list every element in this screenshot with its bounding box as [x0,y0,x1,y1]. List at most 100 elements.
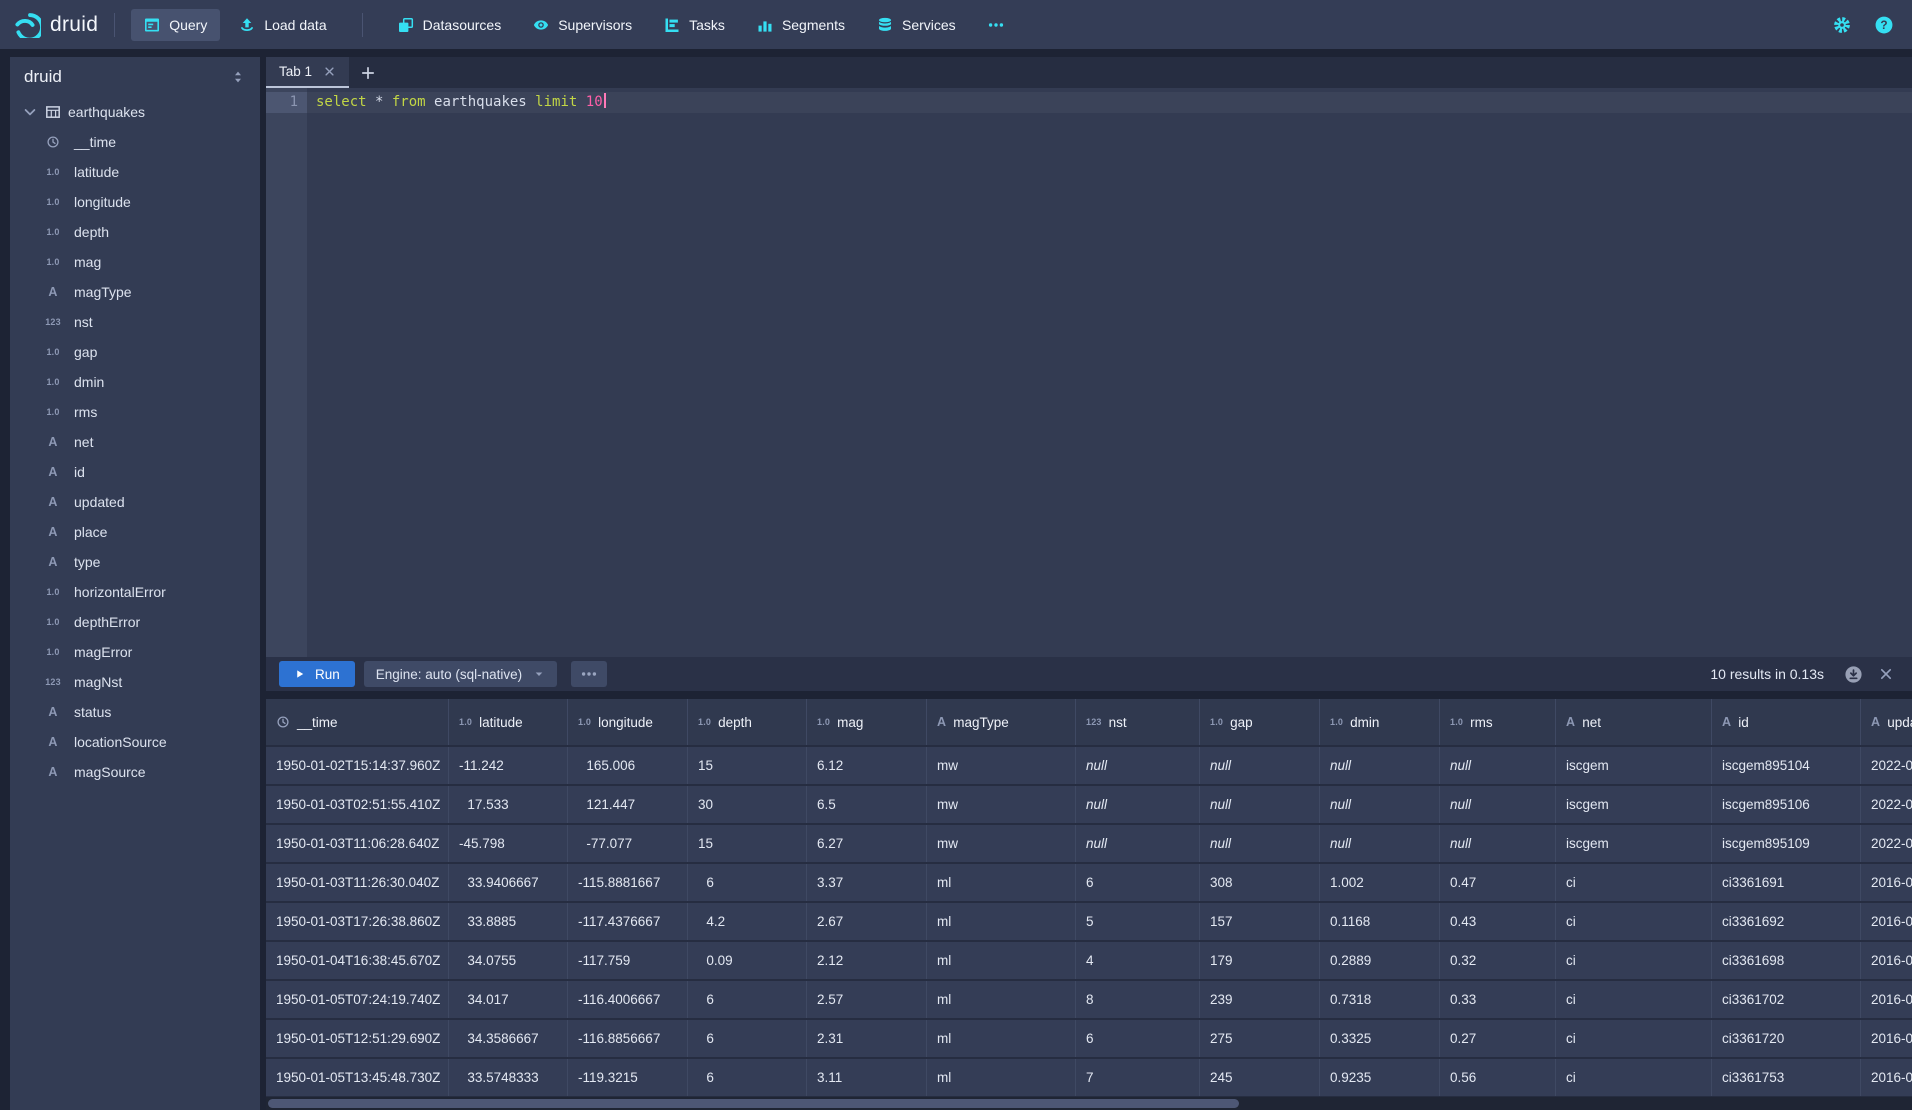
results-cell-latitude[interactable]: 34.0755 [449,942,568,979]
results-cell-dmin[interactable]: 0.2889 [1320,942,1440,979]
results-cell-__time[interactable]: 1950-01-04T16:38:45.670Z [266,942,449,979]
results-cell-depth[interactable]: 15 [688,747,807,784]
results-cell-mag[interactable]: 3.11 [807,1059,927,1096]
results-cell-mag[interactable]: 3.37 [807,864,927,901]
results-cell-longitude[interactable]: -117.4376667 [568,903,688,940]
tree-column-magType[interactable]: AmagType [10,277,260,307]
download-results-button[interactable] [1841,662,1865,686]
results-header-magType[interactable]: AmagType [927,699,1076,745]
results-cell-magType[interactable]: ml [927,981,1076,1018]
close-results-button[interactable] [1874,662,1898,686]
results-cell-mag[interactable]: 2.31 [807,1020,927,1057]
results-cell-id[interactable]: ci3361753 [1712,1059,1861,1096]
results-cell-updated[interactable]: 2022-0 [1861,786,1912,823]
results-cell-latitude[interactable]: 34.017 [449,981,568,1018]
results-cell-mag[interactable]: 6.27 [807,825,927,862]
tree-column-depth[interactable]: 1.0depth [10,217,260,247]
results-cell-gap[interactable]: null [1200,786,1320,823]
tree-column-type[interactable]: Atype [10,547,260,577]
results-cell-magType[interactable]: mw [927,747,1076,784]
results-cell-latitude[interactable]: -11.242 [449,747,568,784]
results-cell-nst[interactable]: null [1076,786,1200,823]
table-row[interactable]: 1950-01-02T15:14:37.960Z-11.242165.00615… [266,745,1912,784]
results-cell-id[interactable]: ci3361702 [1712,981,1861,1018]
results-cell-dmin[interactable]: 1.002 [1320,864,1440,901]
results-cell-net[interactable]: ci [1556,864,1712,901]
query-more-button[interactable] [571,661,607,687]
tree-table-earthquakes[interactable]: earthquakes [10,97,260,127]
tree-column-locationSource[interactable]: AlocationSource [10,727,260,757]
results-cell-longitude[interactable]: -116.4006667 [568,981,688,1018]
sql-editor[interactable]: 1 select * from earthquakes limit 10 [266,88,1912,657]
results-cell-nst[interactable]: null [1076,825,1200,862]
results-header-latitude[interactable]: 1.0latitude [449,699,568,745]
results-cell-rms[interactable]: 0.43 [1440,903,1556,940]
results-cell-gap[interactable]: null [1200,747,1320,784]
tree-column-magNst[interactable]: 123magNst [10,667,260,697]
results-header-__time[interactable]: __time [266,699,449,745]
horizontal-scrollbar-thumb[interactable] [268,1099,1239,1108]
results-cell-mag[interactable]: 2.67 [807,903,927,940]
results-cell-depth[interactable]: 4.2 [688,903,807,940]
table-row[interactable]: 1950-01-05T13:45:48.730Z33.5748333-119.3… [266,1057,1912,1096]
results-cell-nst[interactable]: 6 [1076,1020,1200,1057]
results-cell-net[interactable]: ci [1556,942,1712,979]
results-cell-magType[interactable]: ml [927,903,1076,940]
results-cell-dmin[interactable]: 0.1168 [1320,903,1440,940]
tree-column-mag[interactable]: 1.0mag [10,247,260,277]
results-cell-net[interactable]: iscgem [1556,786,1712,823]
results-cell-longitude[interactable]: 121.447 [568,786,688,823]
results-cell-nst[interactable]: null [1076,747,1200,784]
results-header-longitude[interactable]: 1.0longitude [568,699,688,745]
nav-item-load-data[interactable]: Load data [226,9,339,41]
tree-column-nst[interactable]: 123nst [10,307,260,337]
results-cell-id[interactable]: ci3361698 [1712,942,1861,979]
nav-item-segments[interactable]: Segments [744,9,858,41]
results-cell-net[interactable]: ci [1556,1020,1712,1057]
results-cell-latitude[interactable]: -45.798 [449,825,568,862]
results-cell-longitude[interactable]: -119.3215 [568,1059,688,1096]
results-cell-rms[interactable]: 0.32 [1440,942,1556,979]
results-cell-net[interactable]: iscgem [1556,747,1712,784]
results-cell-net[interactable]: ci [1556,1059,1712,1096]
results-cell-longitude[interactable]: 165.006 [568,747,688,784]
run-button[interactable]: Run [279,661,355,687]
table-row[interactable]: 1950-01-03T11:06:28.640Z-45.798-77.07715… [266,823,1912,862]
results-cell-latitude[interactable]: 34.3586667 [449,1020,568,1057]
results-cell-updated[interactable]: 2016-0 [1861,903,1912,940]
results-cell-gap[interactable]: 245 [1200,1059,1320,1096]
results-cell-__time[interactable]: 1950-01-03T11:06:28.640Z [266,825,449,862]
results-header-rms[interactable]: 1.0rms [1440,699,1556,745]
results-cell-__time[interactable]: 1950-01-05T13:45:48.730Z [266,1059,449,1096]
results-cell-mag[interactable]: 2.12 [807,942,927,979]
results-cell-magType[interactable]: ml [927,942,1076,979]
tree-column-updated[interactable]: Aupdated [10,487,260,517]
settings-button[interactable] [1830,13,1854,37]
results-cell-net[interactable]: ci [1556,981,1712,1018]
results-cell-updated[interactable]: 2016-0 [1861,942,1912,979]
results-cell-depth[interactable]: 0.09 [688,942,807,979]
results-cell-magType[interactable]: ml [927,1059,1076,1096]
results-cell-latitude[interactable]: 33.5748333 [449,1059,568,1096]
results-header-nst[interactable]: 123nst [1076,699,1200,745]
nav-item-more[interactable] [975,9,1017,41]
results-cell-updated[interactable]: 2022-0 [1861,747,1912,784]
tree-column-rms[interactable]: 1.0rms [10,397,260,427]
horizontal-scrollbar[interactable] [266,1097,1912,1110]
results-cell-longitude[interactable]: -77.077 [568,825,688,862]
tree-column-place[interactable]: Aplace [10,517,260,547]
results-cell-longitude[interactable]: -115.8881667 [568,864,688,901]
results-cell-updated[interactable]: 2022-0 [1861,825,1912,862]
tab-close-icon[interactable] [323,65,336,78]
results-cell-id[interactable]: ci3361691 [1712,864,1861,901]
results-cell-depth[interactable]: 15 [688,825,807,862]
results-cell-dmin[interactable]: 0.9235 [1320,1059,1440,1096]
results-header-id[interactable]: Aid [1712,699,1861,745]
results-header-mag[interactable]: 1.0mag [807,699,927,745]
results-cell-gap[interactable]: 157 [1200,903,1320,940]
results-header-updated[interactable]: Aupdated [1861,699,1912,745]
results-cell-depth[interactable]: 6 [688,1020,807,1057]
results-cell-__time[interactable]: 1950-01-05T07:24:19.740Z [266,981,449,1018]
results-cell-depth[interactable]: 6 [688,1059,807,1096]
nav-item-tasks[interactable]: Tasks [651,9,738,41]
